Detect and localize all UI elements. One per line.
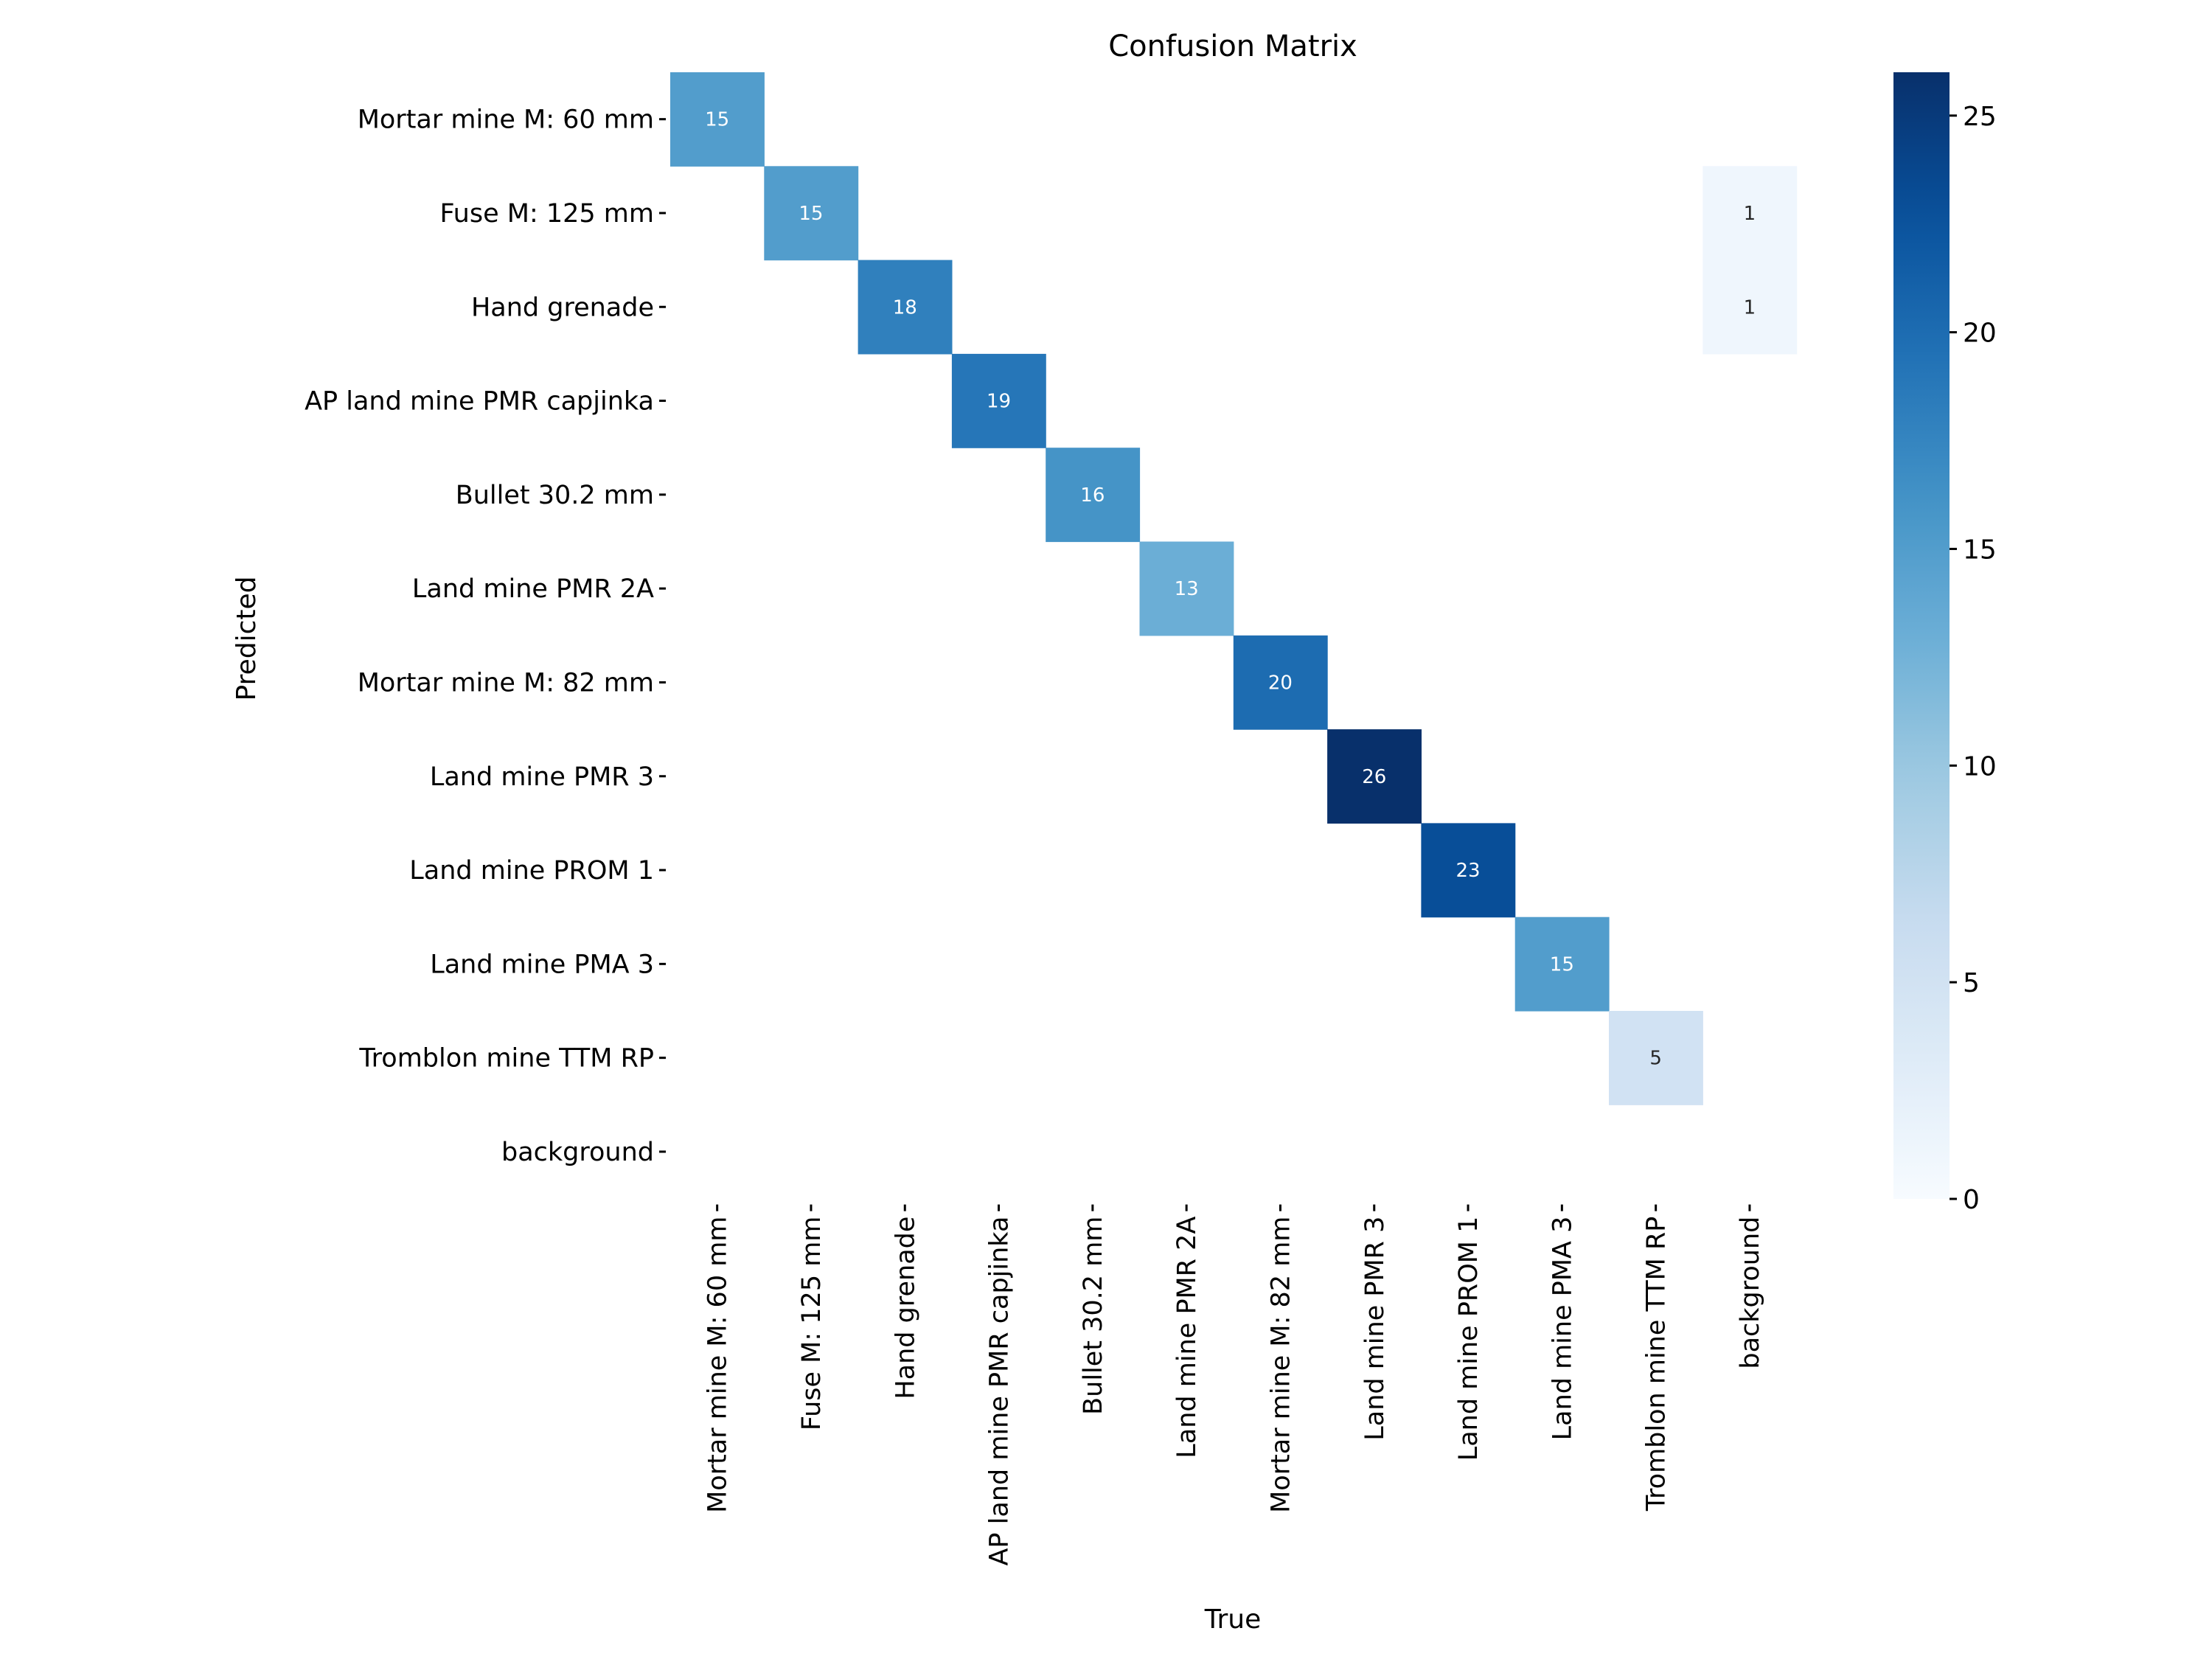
heatmap-cell	[1514, 917, 1610, 1012]
cell-value-label: 15	[705, 109, 729, 131]
cell-value-label: 23	[1456, 860, 1481, 882]
y-tick-label: background	[501, 1138, 654, 1167]
colorbar-tick-label: 0	[1963, 1185, 1980, 1215]
heatmap-cell	[1233, 635, 1328, 730]
colorbar-tick-label: 20	[1963, 319, 1997, 349]
cell-value-label: 26	[1362, 766, 1386, 788]
y-tick-label: AP land mine PMR capjinka	[305, 387, 654, 417]
y-tick-label: Bullet 30.2 mm	[456, 481, 654, 510]
x-tick-label: Hand grenade	[891, 1217, 920, 1399]
y-tick-label: Mortar mine M: 82 mm	[358, 668, 654, 698]
x-tick-label: background	[1736, 1217, 1765, 1369]
cell-value-label: 15	[1550, 953, 1574, 975]
cell-value-label: 13	[1175, 578, 1199, 600]
heatmap-cell	[1046, 448, 1141, 543]
cell-value-label: 5	[1649, 1048, 1662, 1070]
y-tick-label: Land mine PMR 3	[430, 762, 654, 792]
heatmap-cell	[764, 166, 859, 261]
y-tick-label: Mortar mine M: 60 mm	[358, 105, 654, 135]
x-tick-label: Fuse M: 125 mm	[797, 1217, 827, 1431]
y-tick-label: Hand grenade	[471, 293, 654, 322]
x-tick-label: Tromblon mine TTM RP	[1642, 1217, 1672, 1512]
cell-value-label: 16	[1080, 484, 1105, 507]
cell-value-label: 1	[1744, 296, 1756, 319]
y-tick-label: Land mine PMR 2A	[412, 574, 654, 604]
x-tick-label: Land mine PMA 3	[1548, 1217, 1577, 1441]
heatmap-cell	[1327, 729, 1422, 824]
cell-value-label: 1	[1744, 203, 1756, 225]
heatmap-cell	[1703, 260, 1798, 355]
y-axis-label: Predicted	[232, 577, 262, 701]
x-tick-label: Land mine PROM 1	[1454, 1217, 1484, 1461]
heatmap-cell	[1703, 166, 1798, 261]
colorbar-tick-label: 25	[1963, 102, 1997, 132]
colorbar-gradient	[1893, 72, 1950, 1199]
x-tick-label: Mortar mine M: 82 mm	[1266, 1217, 1295, 1513]
x-tick-label: Land mine PMR 2A	[1172, 1217, 1202, 1458]
heatmap-cell	[1139, 541, 1234, 636]
cell-value-label: 18	[893, 296, 917, 319]
y-tick-label: Land mine PMA 3	[430, 950, 654, 979]
colorbar-tick-label: 15	[1963, 535, 1997, 565]
y-tick-label: Land mine PROM 1	[409, 856, 654, 886]
heatmap-cell	[951, 353, 1046, 448]
cell-value-label: 15	[799, 203, 823, 225]
x-axis-label: True	[1204, 1604, 1261, 1635]
heatmap-cell	[670, 72, 765, 167]
x-tick-labels: Mortar mine M: 60 mm Fuse M: 125 mm Hand g…	[703, 1204, 1765, 1566]
y-tick-label: Fuse M: 125 mm	[439, 199, 654, 229]
colorbar-tick-label: 5	[1963, 968, 1980, 998]
chart-title: Confusion Matrix	[1108, 29, 1357, 63]
x-tick-label: Land mine PMR 3	[1360, 1217, 1390, 1441]
cell-value-label: 19	[987, 391, 1011, 413]
cell-value-label: 20	[1268, 672, 1293, 694]
y-tick-label: Tromblon mine TTM RP	[358, 1044, 654, 1074]
y-tick-labels: Mortar mine M: 60 mm Fuse M: 125 mm Hand g…	[305, 105, 666, 1167]
x-tick-label: Mortar mine M: 60 mm	[703, 1217, 733, 1513]
x-tick-label: AP land mine PMR capjinka	[985, 1217, 1015, 1566]
heatmap-cell	[858, 260, 953, 355]
heatmap-cell	[1421, 823, 1516, 918]
heatmap-cells: 15 15 1 18 1 19 16 13 20 26 23 15 5	[670, 72, 1798, 1105]
heatmap-cell	[1609, 1011, 1703, 1105]
colorbar: 0 5 10 15 20 25	[1893, 72, 1997, 1215]
x-tick-label: Bullet 30.2 mm	[1079, 1217, 1108, 1415]
colorbar-tick-label: 10	[1963, 751, 1997, 782]
